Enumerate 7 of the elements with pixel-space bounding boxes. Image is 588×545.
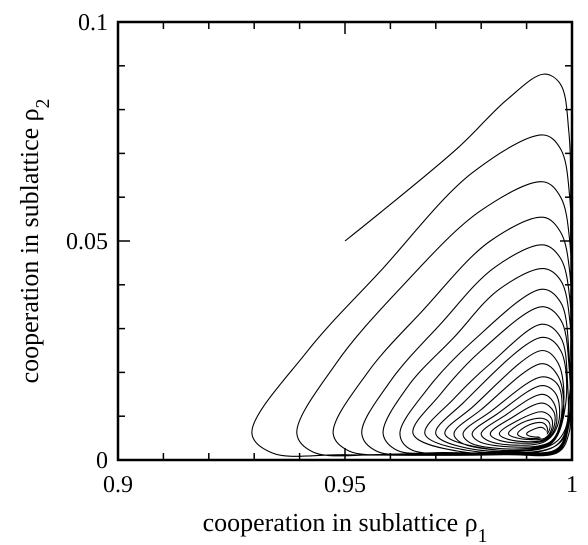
y-tick-label: 0.05 (66, 229, 108, 255)
x-tick-label: 0.9 (103, 472, 133, 498)
y-tick-label: 0 (96, 448, 108, 474)
x-tick-label: 1 (566, 472, 578, 498)
x-tick-label: 0.95 (324, 472, 366, 498)
y-tick-label: 0.1 (78, 10, 108, 36)
x-axis-title: cooperation in sublattice ρ$_{1}$ (202, 508, 488, 545)
